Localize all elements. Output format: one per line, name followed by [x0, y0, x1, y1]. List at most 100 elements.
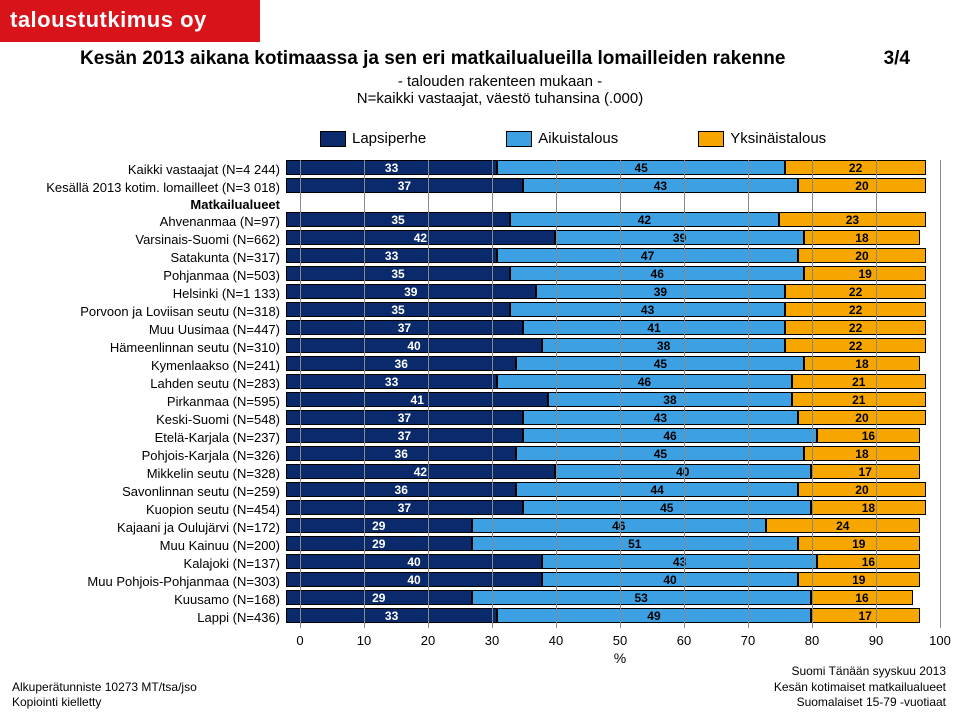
chart-row: Pirkanmaa (N=595)413821: [20, 392, 940, 410]
bar-segment: 16: [817, 428, 919, 443]
legend-swatch: [320, 131, 346, 147]
chart-legend: Lapsiperhe Aikuistalous Yksinäistalous: [320, 130, 900, 147]
bar-segment: 47: [497, 248, 798, 263]
bar-segment: 42: [510, 212, 779, 227]
chart-row: Savonlinnan seutu (N=259)364420: [20, 482, 940, 500]
legend-item: Aikuistalous: [506, 130, 618, 147]
chart-row: Satakunta (N=317)334720: [20, 248, 940, 266]
bar-segment: 16: [811, 590, 913, 605]
bar-segment: 18: [804, 230, 919, 245]
bar-segment: 37: [286, 428, 523, 443]
bar-segment: 21: [792, 392, 926, 407]
bar-segment: 22: [785, 302, 926, 317]
bar-segment: 22: [785, 160, 926, 175]
bar-segment: 45: [497, 160, 785, 175]
bar-segment: 46: [523, 428, 817, 443]
chart-row: Lahden seutu (N=283)334621: [20, 374, 940, 392]
footer-study-name: Suomi Tänään syyskuu 2013: [774, 664, 946, 680]
bar-segment: 45: [523, 500, 811, 515]
row-label: Muu Pohjois-Pohjanmaa (N=303): [20, 574, 286, 589]
legend-item: Lapsiperhe: [320, 130, 426, 147]
chart-row: Kajaani ja Oulujärvi (N=172)294624: [20, 518, 940, 536]
row-label: Muu Kainuu (N=200): [20, 538, 286, 553]
legend-label: Aikuistalous: [538, 130, 618, 147]
bar-segment: 40: [555, 464, 811, 479]
x-tick-label: 70: [741, 633, 755, 648]
bar-segment: 20: [798, 482, 926, 497]
x-tick-label: 60: [677, 633, 691, 648]
row-label: Kesällä 2013 kotim. lomailleet (N=3 018): [20, 180, 286, 195]
footer-source-id: Alkuperätunniste 10273 MT/tsa/jso: [12, 680, 197, 696]
chart-row: Kaikki vastaajat (N=4 244)334522: [20, 160, 940, 178]
bar-segment: 43: [510, 302, 785, 317]
bar-segment: 20: [798, 178, 926, 193]
bar-segment: 38: [548, 392, 791, 407]
chart-row: Helsinki (N=1 133)393922: [20, 284, 940, 302]
bar-segment: 40: [286, 338, 542, 353]
bar-segment: 46: [497, 374, 791, 389]
bar-segment: 19: [798, 572, 920, 587]
page-indicator: 3/4: [884, 48, 910, 70]
x-tick-label: 40: [549, 633, 563, 648]
bar-segment: 38: [542, 338, 785, 353]
chart-row: Lappi (N=436)334917: [20, 608, 940, 626]
chart-row: Kymenlaakso (N=241)364518: [20, 356, 940, 374]
row-label: Helsinki (N=1 133): [20, 286, 286, 301]
bar-segment: 29: [286, 518, 472, 533]
bar-segment: 18: [804, 356, 919, 371]
chart-row: Muu Uusimaa (N=447)374122: [20, 320, 940, 338]
bar-segment: 46: [510, 266, 804, 281]
bar-segment: 51: [472, 536, 798, 551]
bar-segment: 46: [472, 518, 766, 533]
bar-segment: 43: [542, 554, 817, 569]
bar-segment: 40: [286, 554, 542, 569]
chart-row: Keski-Suomi (N=548)374320: [20, 410, 940, 428]
chart-row: Muu Kainuu (N=200)295119: [20, 536, 940, 554]
bar-segment: 29: [286, 590, 472, 605]
bar-segment: 42: [286, 464, 555, 479]
row-label: Kaikki vastaajat (N=4 244): [20, 162, 286, 177]
legend-swatch: [506, 131, 532, 147]
x-tick-label: 10: [357, 633, 371, 648]
bar-segment: 42: [286, 230, 555, 245]
legend-label: Lapsiperhe: [352, 130, 426, 147]
row-label: Savonlinnan seutu (N=259): [20, 484, 286, 499]
grid-line: [940, 160, 941, 628]
row-label: Kalajoki (N=137): [20, 556, 286, 571]
legend-label: Yksinäistalous: [730, 130, 826, 147]
bar-segment: 17: [811, 608, 920, 623]
bar-segment: 24: [766, 518, 920, 533]
x-tick-label: 80: [805, 633, 819, 648]
x-axis-title: %: [614, 650, 626, 666]
bar-segment: 35: [286, 212, 510, 227]
row-label: Muu Uusimaa (N=447): [20, 322, 286, 337]
bar-segment: 39: [536, 284, 786, 299]
bar-segment: 33: [286, 608, 497, 623]
legend-item: Yksinäistalous: [698, 130, 826, 147]
row-label: Porvoon ja Loviisan seutu (N=318): [20, 304, 286, 319]
x-tick-label: 30: [485, 633, 499, 648]
row-label: Etelä-Karjala (N=237): [20, 430, 286, 445]
bar-segment: 44: [516, 482, 798, 497]
bar-segment: 18: [804, 446, 919, 461]
bar-segment: 41: [523, 320, 785, 335]
bar-segment: 20: [798, 410, 926, 425]
footer-topic: Kesän kotimaiset matkailualueet: [774, 680, 946, 696]
chart-row: Mikkelin seutu (N=328)424017: [20, 464, 940, 482]
chart-subtitle-2: N=kaikki vastaajat, väestö tuhansina (.0…: [80, 90, 920, 107]
bar-segment: 35: [286, 266, 510, 281]
chart-row: Pohjanmaa (N=503)354619: [20, 266, 940, 284]
bar-segment: 21: [792, 374, 926, 389]
row-label: Satakunta (N=317): [20, 250, 286, 265]
bar-segment: 39: [286, 284, 536, 299]
row-label: Lappi (N=436): [20, 610, 286, 625]
row-label: Mikkelin seutu (N=328): [20, 466, 286, 481]
bar-segment: 29: [286, 536, 472, 551]
x-tick-label: 90: [869, 633, 883, 648]
row-label: Hämeenlinnan seutu (N=310): [20, 340, 286, 355]
bar-segment: 39: [555, 230, 805, 245]
bar-segment: 22: [785, 284, 926, 299]
x-tick-label: 20: [421, 633, 435, 648]
x-tick-label: 50: [613, 633, 627, 648]
group-header: Matkailualueet: [20, 197, 286, 212]
